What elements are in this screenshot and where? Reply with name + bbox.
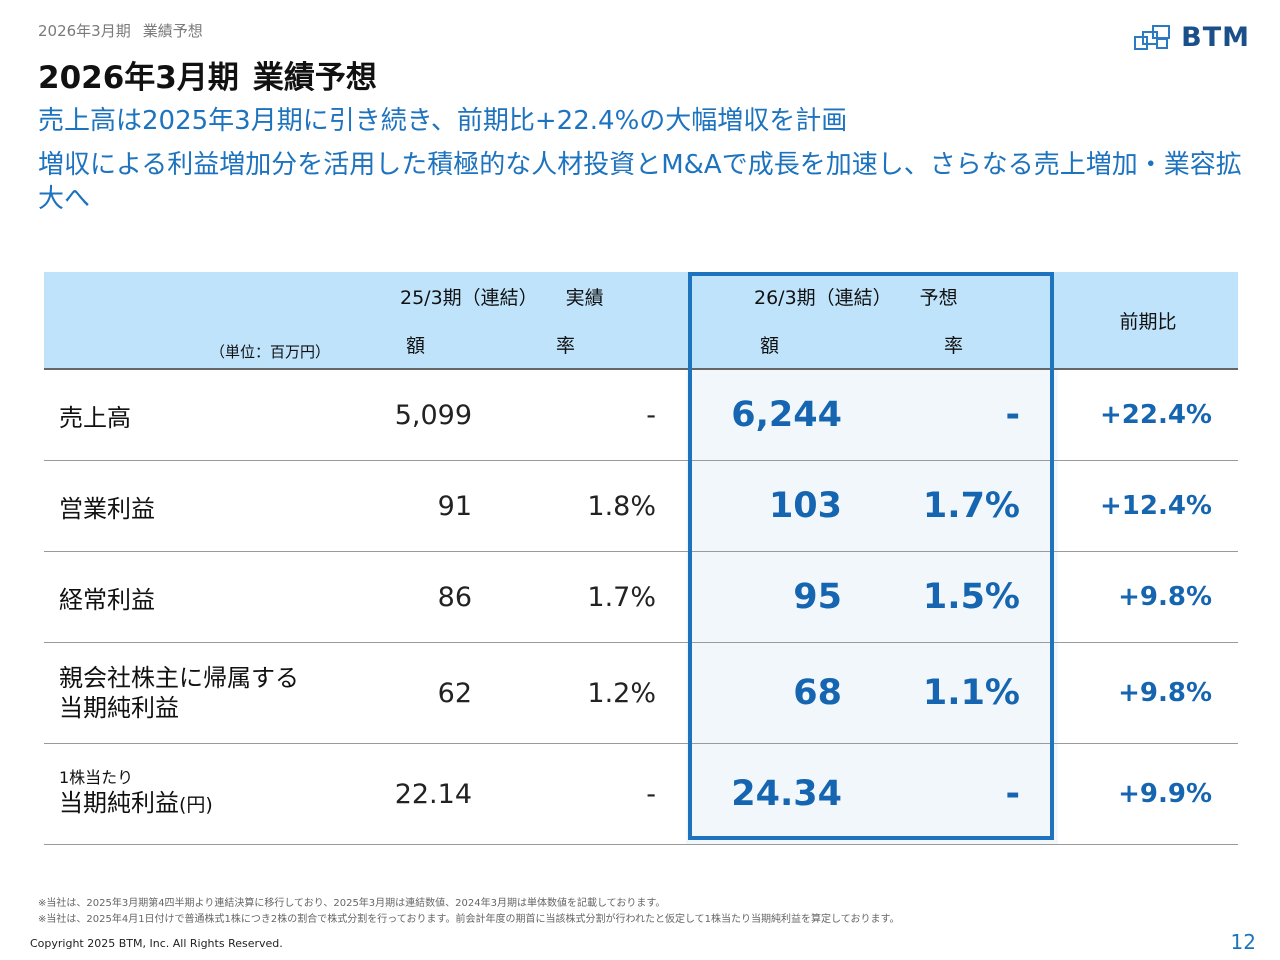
- logo-text: BTM: [1181, 22, 1250, 53]
- row-label: 1株当たり 当期純利益(円): [44, 743, 356, 845]
- fc-amount-header: 額: [686, 320, 866, 369]
- fc-type-label: 予想: [919, 286, 958, 309]
- fc-rate: 1.7%: [866, 460, 1058, 552]
- table-row-eps: 1株当たり 当期純利益(円) 22.14 - 24.34 - +9.9%: [44, 743, 1238, 845]
- yoy-value: +12.4%: [1058, 460, 1238, 552]
- fc-rate: 1.5%: [866, 551, 1058, 643]
- unit-note: （単位：百万円）: [44, 272, 356, 369]
- headline-growth: 増収による利益増加分を活用した積極的な人材投資とM&Aで成長を加速し、さらなる売…: [38, 150, 1242, 214]
- table-row-revenue: 売上高 5,099 - 6,244 - +22.4%: [44, 368, 1238, 461]
- prev-period-header: 25/3期（連結） 実績: [356, 272, 686, 320]
- fc-amount: 95: [686, 551, 866, 643]
- row-label-small: 1株当たり: [59, 768, 134, 787]
- btm-logo-icon: [1134, 24, 1171, 50]
- prev-amount-header: 額: [356, 320, 506, 369]
- row-label-big: 当期純利益(円): [59, 788, 356, 820]
- breadcrumb-period: 2026年3月期: [38, 22, 131, 40]
- table-header-row: （単位：百万円） 25/3期（連結） 実績 26/3期（連結） 予想 前期比: [44, 272, 1238, 369]
- page-title: 2026年3月期 業績予想: [38, 52, 377, 97]
- row-label: 経常利益: [44, 551, 356, 643]
- prev-rate: 1.2%: [506, 642, 686, 744]
- prev-rate: 1.8%: [506, 460, 686, 552]
- prev-type-label: 実績: [565, 286, 604, 309]
- fc-amount: 24.34: [686, 743, 866, 845]
- table-subheader-row: 額 率 額 率: [44, 320, 1238, 369]
- fc-rate: -: [866, 368, 1058, 461]
- fc-rate: -: [866, 743, 1058, 845]
- prev-amount: 62: [356, 642, 506, 744]
- breadcrumb-topic: 業績予想: [142, 22, 203, 40]
- fc-rate-header: 率: [866, 320, 1058, 369]
- fc-amount: 103: [686, 460, 866, 552]
- yoy-value: +22.4%: [1058, 368, 1238, 461]
- title-period: 2026年3月期: [38, 60, 239, 96]
- headline-revenue: 売上高は2025年3月期に引き続き、前期比+22.4%の大幅増収を計画: [38, 106, 848, 136]
- yoy-value: +9.8%: [1058, 642, 1238, 744]
- prev-amount: 22.14: [356, 743, 506, 845]
- footnote-consolidation: ※当社は、2025年3月期第4四半期より連結決算に移行しており、2025年3月期…: [38, 898, 666, 909]
- footnote-stock-split: ※当社は、2025年4月1日付けで普通株式1株につき2株の割合で株式分割を行って…: [38, 914, 900, 925]
- prev-period-label: 25/3期（連結）: [400, 286, 538, 309]
- copyright: Copyright 2025 BTM, Inc. All Rights Rese…: [30, 937, 283, 950]
- row-label: 営業利益: [44, 460, 356, 552]
- row-label-line2: 当期純利益: [59, 694, 179, 722]
- row-label-line1: 親会社株主に帰属する: [59, 664, 299, 692]
- btm-logo: BTM: [1133, 22, 1250, 53]
- fc-amount: 68: [686, 642, 866, 744]
- title-topic: 業績予想: [252, 60, 377, 96]
- row-label-main: 当期純利益: [59, 789, 179, 817]
- table-row-net-income: 親会社株主に帰属する 当期純利益 62 1.2% 68 1.1% +9.8%: [44, 642, 1238, 744]
- fc-amount: 6,244: [686, 368, 866, 461]
- fc-period-label: 26/3期（連結）: [754, 286, 892, 309]
- prev-rate-header: 率: [506, 320, 686, 369]
- row-label: 親会社株主に帰属する 当期純利益: [44, 642, 356, 744]
- prev-amount: 86: [356, 551, 506, 643]
- table-row-operating-profit: 営業利益 91 1.8% 103 1.7% +12.4%: [44, 460, 1238, 552]
- breadcrumb: 2026年3月期 業績予想: [38, 20, 203, 41]
- forecast-table: （単位：百万円） 25/3期（連結） 実績 26/3期（連結） 予想 前期比 額 率…: [44, 272, 1238, 845]
- page-number: 12: [1230, 930, 1256, 954]
- prev-rate: -: [506, 368, 686, 461]
- prev-rate: 1.7%: [506, 551, 686, 643]
- prev-amount: 91: [356, 460, 506, 552]
- yoy-header: 前期比: [1058, 272, 1238, 369]
- yoy-value: +9.8%: [1058, 551, 1238, 643]
- prev-rate: -: [506, 743, 686, 845]
- yoy-value: +9.9%: [1058, 743, 1238, 845]
- table-row-ordinary-profit: 経常利益 86 1.7% 95 1.5% +9.8%: [44, 551, 1238, 643]
- row-label-unit: (円): [179, 794, 213, 816]
- fc-period-header: 26/3期（連結） 予想: [686, 272, 1058, 320]
- prev-amount: 5,099: [356, 368, 506, 461]
- fc-rate: 1.1%: [866, 642, 1058, 744]
- row-label: 売上高: [44, 368, 356, 461]
